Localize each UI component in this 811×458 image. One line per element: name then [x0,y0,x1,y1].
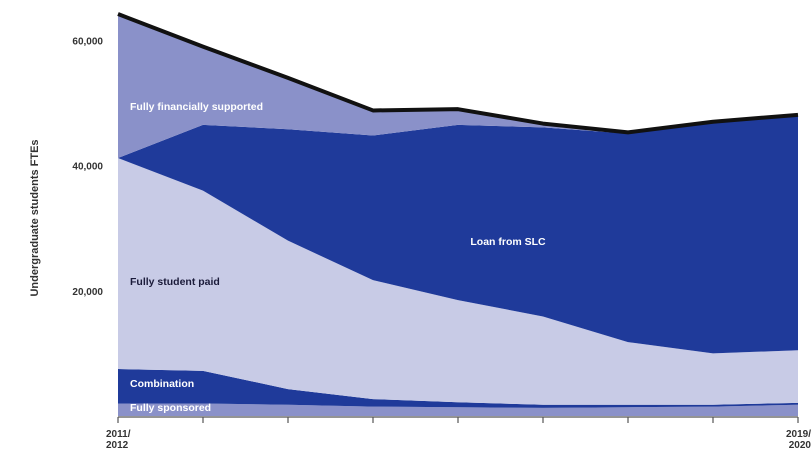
x-tick-label: 2019/2020 [786,429,811,451]
series-label-combination: Combination [130,378,194,390]
x-tick-label: 2011/2012 [106,429,131,451]
series-label-fully-financially-supported: Fully financially supported [130,101,263,113]
y-axis: 20,000 40,000 60,000 [72,36,103,297]
stacked-areas [118,14,798,416]
area-fully-sponsored [118,403,798,416]
y-tick-label: 20,000 [72,287,103,298]
y-tick-label: 60,000 [72,36,103,47]
series-label-fully-sponsored: Fully sponsored [130,402,211,414]
x-axis: 2011/2012 2019/2020 [106,416,811,451]
series-label-fully-student-paid: Fully student paid [130,276,220,288]
area-loan-from-slc [118,115,798,354]
y-axis-title: Undergraduate students FTEs [29,139,41,296]
y-tick-label: 40,000 [72,162,103,173]
area-fully-student-paid [118,158,798,405]
total-line [117,12,799,135]
area-labels: Fully sponsored Combination Fully student … [130,101,546,414]
series-label-loan-from-slc: Loan from SLC [470,236,546,248]
area-fully-financially-supported [118,14,798,159]
area-combination [118,369,798,408]
